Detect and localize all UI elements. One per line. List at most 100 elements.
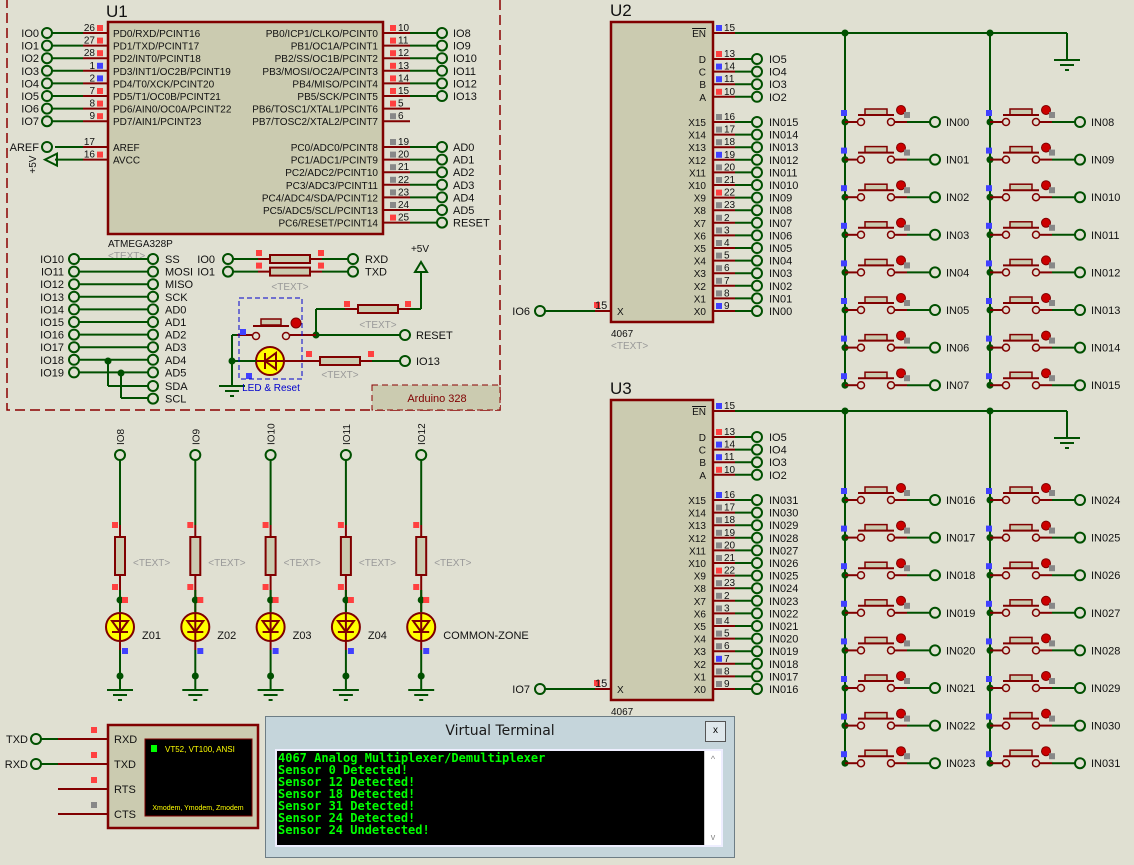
net-terminal[interactable]	[436, 166, 448, 179]
net-terminal[interactable]	[1074, 531, 1086, 544]
net-terminal[interactable]	[751, 229, 763, 242]
net-terminal[interactable]	[436, 77, 448, 90]
net-terminal[interactable]	[1074, 153, 1086, 166]
net-terminal[interactable]	[929, 531, 941, 544]
net-terminal[interactable]	[751, 620, 763, 632]
net-terminal[interactable]	[1074, 228, 1086, 241]
net-terminal[interactable]	[68, 316, 80, 328]
net-terminal[interactable]	[399, 355, 411, 367]
net-terminal[interactable]	[147, 341, 159, 354]
net-terminal[interactable]	[751, 431, 763, 443]
net-terminal[interactable]	[41, 102, 53, 115]
resistor[interactable]	[114, 536, 126, 576]
net-terminal[interactable]	[68, 253, 80, 265]
resistor[interactable]	[357, 304, 399, 314]
net-terminal[interactable]	[436, 64, 448, 77]
net-terminal[interactable]	[929, 341, 941, 354]
net-terminal[interactable]	[147, 278, 159, 291]
net-terminal[interactable]	[68, 303, 80, 316]
net-terminal[interactable]	[751, 141, 763, 154]
terminal-output[interactable]: 4067 Analog Multiplexer/Demultiplexer Se…	[275, 749, 723, 847]
scroll-down-arrow-icon[interactable]: v	[710, 832, 716, 842]
net-terminal[interactable]	[751, 90, 763, 103]
net-terminal[interactable]	[30, 758, 42, 770]
net-terminal[interactable]	[929, 569, 941, 582]
net-terminal[interactable]	[347, 253, 359, 265]
net-terminal[interactable]	[222, 265, 234, 278]
net-terminal[interactable]	[751, 607, 763, 620]
net-terminal[interactable]	[751, 594, 763, 607]
net-terminal[interactable]	[751, 468, 763, 481]
net-terminal[interactable]	[751, 254, 763, 267]
net-terminal[interactable]	[751, 292, 763, 305]
net-terminal[interactable]	[1074, 682, 1086, 694]
net-terminal[interactable]	[751, 632, 763, 645]
net-terminal[interactable]	[929, 606, 941, 619]
net-terminal[interactable]	[436, 153, 448, 166]
net-terminal[interactable]	[929, 191, 941, 204]
net-terminal[interactable]	[147, 392, 159, 405]
net-terminal[interactable]	[436, 191, 448, 204]
net-terminal[interactable]	[1074, 341, 1086, 354]
net-terminal[interactable]	[751, 557, 763, 569]
net-terminal[interactable]	[751, 544, 763, 557]
net-terminal[interactable]	[264, 449, 277, 461]
net-terminal[interactable]	[751, 670, 763, 683]
net-terminal[interactable]	[929, 682, 941, 694]
net-terminal[interactable]	[399, 329, 411, 341]
net-terminal[interactable]	[751, 191, 763, 204]
net-terminal[interactable]	[147, 366, 159, 379]
net-terminal[interactable]	[751, 53, 763, 65]
net-terminal[interactable]	[751, 531, 763, 544]
resistor[interactable]	[269, 266, 311, 277]
resistor[interactable]	[415, 536, 428, 576]
net-terminal[interactable]	[41, 115, 53, 128]
net-terminal[interactable]	[436, 52, 448, 65]
net-terminal[interactable]	[534, 305, 546, 317]
net-terminal[interactable]	[147, 316, 159, 328]
net-terminal[interactable]	[929, 266, 941, 279]
net-terminal[interactable]	[68, 290, 80, 303]
net-terminal[interactable]	[751, 78, 763, 91]
net-terminal[interactable]	[751, 657, 763, 670]
net-terminal[interactable]	[147, 380, 159, 392]
net-terminal[interactable]	[929, 719, 941, 732]
net-terminal[interactable]	[1074, 494, 1086, 506]
net-terminal[interactable]	[751, 494, 763, 506]
net-terminal[interactable]	[436, 39, 448, 52]
net-terminal[interactable]	[68, 265, 80, 278]
vertical-scrollbar[interactable]: ^ v	[704, 751, 721, 845]
net-terminal[interactable]	[751, 153, 763, 166]
net-terminal[interactable]	[189, 449, 202, 461]
net-terminal[interactable]	[41, 77, 53, 90]
net-terminal[interactable]	[41, 64, 53, 77]
resistor[interactable]	[319, 356, 361, 366]
net-terminal[interactable]	[1074, 379, 1086, 392]
net-terminal[interactable]	[147, 290, 159, 303]
net-terminal[interactable]	[1074, 644, 1086, 657]
net-terminal[interactable]	[929, 304, 941, 316]
net-terminal[interactable]	[751, 645, 763, 658]
net-terminal[interactable]	[1074, 719, 1086, 732]
net-terminal[interactable]	[30, 733, 42, 745]
net-terminal[interactable]	[41, 52, 53, 65]
close-button[interactable]: x	[705, 721, 726, 742]
net-terminal[interactable]	[1074, 191, 1086, 204]
net-terminal[interactable]	[147, 353, 159, 366]
net-terminal[interactable]	[415, 449, 428, 461]
resistor[interactable]	[264, 536, 277, 576]
net-terminal[interactable]	[436, 90, 448, 102]
net-terminal[interactable]	[751, 683, 763, 695]
net-terminal[interactable]	[436, 216, 448, 229]
net-terminal[interactable]	[751, 519, 763, 532]
net-terminal[interactable]	[751, 216, 763, 229]
net-terminal[interactable]	[1074, 266, 1086, 279]
net-terminal[interactable]	[929, 757, 941, 770]
multiplexer-u3[interactable]	[609, 398, 715, 702]
net-terminal[interactable]	[436, 178, 448, 191]
net-terminal[interactable]	[929, 228, 941, 241]
net-terminal[interactable]	[436, 141, 448, 153]
net-terminal[interactable]	[751, 569, 763, 582]
resistor[interactable]	[189, 536, 202, 576]
